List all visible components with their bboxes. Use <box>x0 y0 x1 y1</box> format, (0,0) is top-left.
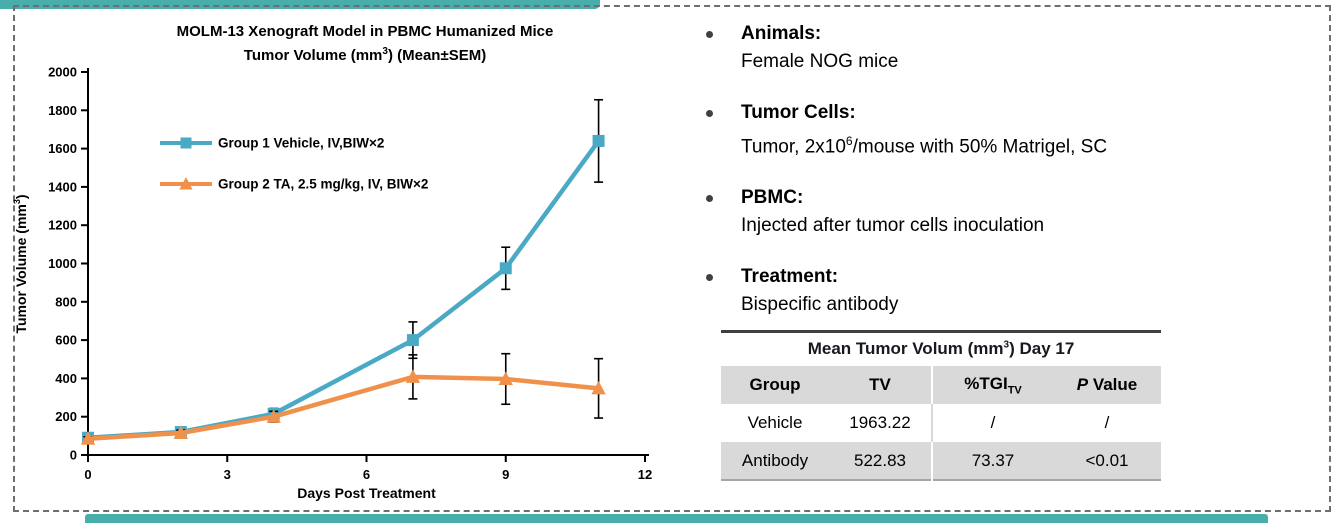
header-p-value: P Value <box>1053 366 1161 404</box>
animals-body: Female NOG mice <box>741 51 899 72</box>
series-1 <box>82 98 605 444</box>
y-axis-label: Tumor Volume (mm3) <box>12 194 29 333</box>
chart-title-line2: Tumor Volume (mm3) (Mean±SEM) <box>243 46 487 64</box>
tumor-cells-body: Tumor, 2x106/mouse with 50% Matrigel, SC <box>741 134 1108 158</box>
table-header-row: Group TV %TGITV P Value <box>721 366 1161 404</box>
y-tick-label: 1000 <box>48 256 77 271</box>
header-group: Group <box>721 366 829 404</box>
bullet-icon <box>706 274 713 282</box>
series-2 <box>80 352 606 445</box>
pbmc-body: Injected after tumor cells inoculation <box>741 215 1045 237</box>
y-tick-label: 0 <box>70 448 77 463</box>
y-tick-label: 600 <box>55 333 77 348</box>
y-tick-label: 200 <box>55 409 77 424</box>
chart-legend: Group 1 Vehicle, IV,BIW×2 Group 2 TA, 2.5… <box>160 136 428 192</box>
tumor-cells-heading: Tumor Cells: <box>741 102 856 123</box>
results-table: Group TV %TGITV P Value Vehicle 1963.22 … <box>721 366 1161 481</box>
legend-label: Group 2 TA, 2.5 mg/kg, IV, BIW×2 <box>218 177 428 192</box>
axes: 0 200 400 600 800 1000 1200 1400 1600 1800 2000 0 3 6… <box>12 65 652 502</box>
y-tick-label: 1200 <box>48 218 77 233</box>
cell-group: Antibody <box>721 442 829 480</box>
cell-tgi: 73.37 <box>931 442 1053 480</box>
list-item-treatment: Treatment: Bispecific antibody <box>706 263 1266 319</box>
study-details-list: Animals: Female NOG mice Tumor Cells: Tu… <box>706 20 1266 342</box>
cell-tgi: / <box>931 404 1053 442</box>
y-tick-label: 1600 <box>48 141 77 156</box>
x-tick-label: 3 <box>224 467 231 482</box>
bullet-icon <box>706 31 713 38</box>
y-tick-label: 1400 <box>48 179 77 194</box>
cell-p: <0.01 <box>1053 442 1161 480</box>
list-item-pbmc: PBMC: Injected after tumor cells inocula… <box>706 184 1266 240</box>
x-tick-label: 12 <box>638 467 652 482</box>
results-table-section: Mean Tumor Volum (mm3) Day 17 Group TV %… <box>721 330 1161 481</box>
list-item-animals: Animals: Female NOG mice <box>706 20 1266 76</box>
pbmc-heading: PBMC: <box>741 187 804 209</box>
legend-label: Group 1 Vehicle, IV,BIW×2 <box>218 136 384 151</box>
x-axis-label: Days Post Treatment <box>297 485 436 501</box>
table-row-vehicle: Vehicle 1963.22 / / <box>721 404 1161 442</box>
header-tgi: %TGITV <box>931 366 1053 404</box>
cell-tv: 522.83 <box>829 442 932 480</box>
table-top-rule <box>721 330 1161 333</box>
list-item-tumor-cells: Tumor Cells: Tumor, 2x106/mouse with 50%… <box>706 99 1266 161</box>
tumor-volume-chart-panel: 0 200 400 600 800 1000 1200 1400 1600 1800 2000 0 3 6… <box>12 22 660 502</box>
cell-group: Vehicle <box>721 404 829 442</box>
header-tv: TV <box>829 366 932 404</box>
animals-heading: Animals: <box>741 23 822 44</box>
treatment-heading: Treatment: <box>741 266 839 288</box>
y-tick-label: 800 <box>55 294 77 309</box>
y-tick-label: 400 <box>55 371 77 386</box>
bullet-icon <box>706 110 713 117</box>
bottom-accent-bar <box>85 514 1268 523</box>
table-row-antibody: Antibody 522.83 73.37 <0.01 <box>721 442 1161 480</box>
cell-tv: 1963.22 <box>829 404 932 442</box>
chart-title: MOLM-13 Xenograft Model in PBMC Humanize… <box>70 22 660 66</box>
bullet-icon <box>706 195 713 203</box>
y-tick-label: 2000 <box>48 65 77 80</box>
cell-p: / <box>1053 404 1161 442</box>
x-tick-label: 0 <box>84 467 91 482</box>
tumor-volume-line-chart: 0 200 400 600 800 1000 1200 1400 1600 1800 2000 0 3 6… <box>12 65 652 502</box>
results-table-title: Mean Tumor Volum (mm3) Day 17 <box>807 339 1075 358</box>
x-tick-label: 6 <box>363 467 370 482</box>
y-tick-label: 1800 <box>48 103 77 118</box>
treatment-body: Bispecific antibody <box>741 294 899 316</box>
x-tick-label: 9 <box>502 467 509 482</box>
top-accent-bar <box>0 0 600 9</box>
chart-title-line1: MOLM-13 Xenograft Model in PBMC Humanize… <box>176 23 554 40</box>
